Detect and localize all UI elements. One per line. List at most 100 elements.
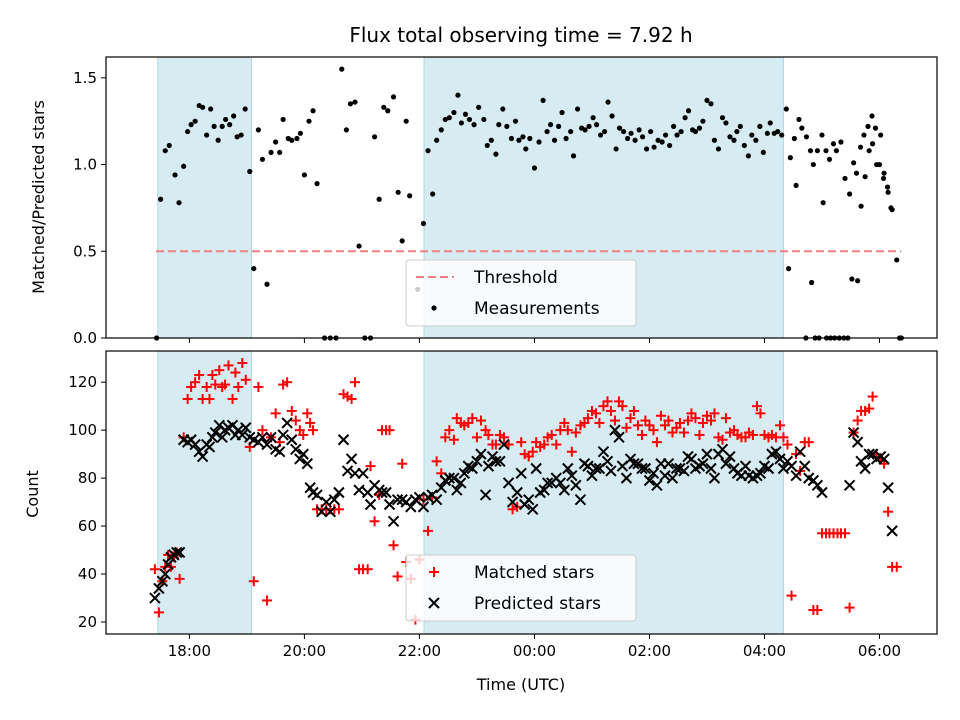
predicted-star-diag-b [859, 462, 871, 475]
measurement-point [727, 134, 733, 140]
predicted-star-diag-b [265, 431, 277, 444]
predicted-star-point [724, 450, 736, 463]
matched-star-point [782, 439, 793, 450]
predicted-star-point [475, 448, 487, 460]
predicted-star-point [636, 462, 648, 475]
measurement-point [277, 149, 283, 156]
predicted-star-point [628, 458, 640, 470]
matched-star-point [755, 408, 766, 419]
measurement-point [643, 146, 650, 152]
measurement-point [551, 137, 558, 143]
measurement-point [586, 123, 592, 129]
x-tick-label: 22:00 [398, 642, 441, 660]
measurement-point [853, 170, 860, 176]
measurement-point [858, 203, 864, 209]
measurement-point [838, 139, 844, 145]
predicted-star-point [811, 479, 824, 492]
predicted-star-diag-b [601, 455, 614, 468]
predicted-star-diag-b [701, 448, 713, 460]
matched-star-point [852, 415, 863, 426]
matched-star-point [207, 369, 218, 380]
measurement-point [849, 276, 855, 282]
matched-star-point [282, 377, 293, 388]
predicted-star-diag-b [639, 462, 652, 475]
predicted-star-diag-b [376, 486, 388, 499]
measurement-point [158, 196, 164, 202]
predicted-star-point [574, 493, 587, 506]
measurement-point [632, 137, 638, 143]
y-tick-label: 20 [78, 613, 97, 631]
matched-star-point [663, 415, 674, 426]
measurement-point [247, 168, 253, 175]
measurement-point [540, 97, 546, 103]
predicted-star-point [430, 493, 443, 506]
predicted-star-diag-b [685, 453, 698, 465]
measurement-point [628, 130, 634, 136]
measurement-point [715, 146, 722, 152]
predicted-star-point [601, 455, 614, 468]
matched-star-point [233, 381, 244, 392]
predicted-star-diag-b [674, 462, 686, 475]
measurement-point [407, 193, 413, 199]
measurement-point [597, 132, 604, 138]
predicted-star-diag-b [777, 462, 790, 475]
measurement-point [719, 115, 726, 121]
measurement-point [830, 141, 837, 147]
predicted-star-point [448, 472, 460, 484]
predicted-star-diag-b [466, 462, 479, 475]
matched-star-point [270, 408, 281, 419]
legend: Matched stars Predicted stars [405, 554, 637, 622]
predicted-star-point [405, 501, 417, 513]
measurement-point [734, 128, 740, 135]
predicted-star-point [196, 450, 209, 463]
predicted-star-point [153, 582, 165, 595]
predicted-star-point [851, 436, 864, 448]
matched-star-point [605, 405, 616, 416]
measurement-point [674, 132, 680, 138]
x-tick-label: 02:00 [628, 642, 671, 660]
matched-star-point [527, 446, 538, 457]
measurement-point [458, 120, 465, 126]
predicted-star-diag-b [475, 448, 487, 460]
predicted-star-point [490, 455, 502, 468]
measurement-point [783, 106, 789, 112]
measurement-point [857, 144, 864, 150]
predicted-star-point [566, 470, 578, 482]
predicted-star-point [643, 474, 656, 487]
predicted-star-point [697, 458, 709, 470]
measurement-point [609, 113, 615, 119]
observing-interval-band [157, 350, 252, 635]
predicted-star-point [597, 446, 610, 458]
measurement-point [264, 281, 270, 287]
predicted-star-diag-b [811, 479, 824, 492]
predicted-star-diag-b [236, 429, 249, 441]
matched-star-point [431, 456, 442, 467]
measurement-point [846, 191, 853, 197]
predicted-star-diag-b [203, 441, 216, 453]
measurement-point [476, 104, 482, 110]
measurement-point [255, 127, 261, 133]
measurement-point [799, 125, 805, 131]
measurement-point [855, 278, 861, 284]
measurement-point [757, 123, 763, 129]
predicted-star-diag-b [413, 491, 426, 504]
x-axis-label: Time (UTC) [476, 675, 565, 694]
predicted-star-diag-b [216, 431, 228, 444]
matched-star-point [365, 461, 376, 472]
measurement-point [779, 132, 785, 138]
measurement-point [593, 122, 600, 128]
matched-star-point [220, 379, 231, 390]
measurement-point [866, 148, 872, 154]
predicted-star-point [435, 481, 447, 494]
matched-star-point [720, 413, 731, 424]
legend-entry-label: Predicted stars [474, 594, 601, 614]
measurement-point [438, 127, 444, 133]
y-tick-label: 40 [78, 565, 97, 583]
measurement-point [814, 148, 820, 154]
measurement-point [211, 123, 217, 129]
predicted-star-diag-b [762, 462, 775, 475]
predicted-star-point [290, 443, 302, 456]
matched-star-point [651, 437, 662, 448]
predicted-star-point [863, 448, 875, 460]
predicted-star-diag-b [364, 498, 377, 511]
